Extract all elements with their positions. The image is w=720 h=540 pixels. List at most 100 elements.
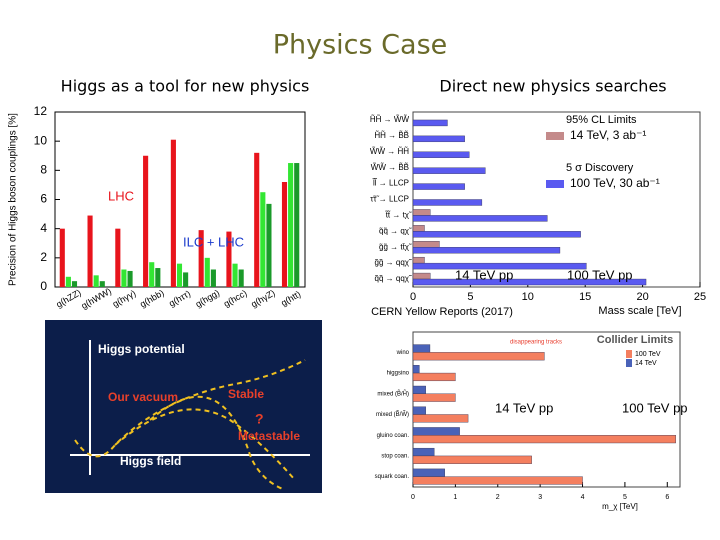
bar <box>87 215 93 287</box>
bar <box>210 269 216 287</box>
legend-label: 100 TeV, 30 ab⁻¹ <box>570 176 660 190</box>
bar <box>412 352 545 361</box>
legend-heading: 5 σ Discovery <box>566 162 634 174</box>
bar <box>121 269 127 287</box>
bar <box>170 139 176 287</box>
bar <box>149 262 155 287</box>
x-tick-label: 2 <box>496 494 500 501</box>
legend-swatch <box>546 132 564 140</box>
bar <box>412 199 483 206</box>
x-tick-label: 20 <box>636 291 648 303</box>
x-tick-label: 0 <box>411 494 415 501</box>
bar <box>412 119 448 127</box>
bar <box>412 225 425 232</box>
bar <box>412 167 486 174</box>
bar <box>412 455 532 464</box>
bar <box>412 209 431 216</box>
left-heading: Higgs as a tool for new physics <box>61 77 310 96</box>
y-tick-label: H̃H̃ → W̃W̃ <box>370 115 410 124</box>
bar <box>412 247 561 254</box>
bar <box>412 468 445 477</box>
bar <box>266 203 272 287</box>
annotation: 100 TeV pp <box>622 400 688 415</box>
question: ? <box>255 411 264 427</box>
y-tick-label: g̃g̃ → tt̄χ̃ <box>379 242 412 251</box>
x-tick-label: 25 <box>694 291 706 303</box>
bar <box>412 447 435 457</box>
x-tick-label: 6 <box>665 494 669 501</box>
y-tick-label: 4 <box>40 221 47 235</box>
axis-label: Higgs field <box>120 454 181 468</box>
y-tick-label: W̃W̃ → B̃B̃ <box>371 163 409 172</box>
bar <box>183 272 189 287</box>
bar <box>127 270 133 287</box>
legend-label: 14 TeV <box>635 360 657 367</box>
legend-label: 100 TeV <box>635 351 661 358</box>
bar <box>412 406 426 415</box>
bar <box>260 192 266 287</box>
bar <box>204 257 210 287</box>
bar <box>412 183 465 190</box>
bar <box>288 163 294 287</box>
x-tick-label: 5 <box>467 291 473 303</box>
bar <box>155 268 161 287</box>
annotation: 14 TeV pp <box>455 267 513 282</box>
x-tick-label: g(hZZ) <box>54 287 82 309</box>
x-tick-label: g(hbb) <box>138 288 166 310</box>
bar <box>198 230 204 287</box>
vacuum-label: Our vacuum <box>108 390 178 404</box>
bar <box>412 262 587 270</box>
metastable-label: Metastable <box>238 429 300 443</box>
y-tick-label: g̃g̃ → qqχ̃ <box>374 258 412 267</box>
y-tick-label: stop coan. <box>381 454 409 460</box>
legend-swatch <box>626 350 632 358</box>
x-tick-label: g(hγγ) <box>111 288 138 309</box>
legend-label: 14 TeV, 3 ab⁻¹ <box>570 128 646 142</box>
bar <box>412 272 431 280</box>
stable-curve <box>74 359 306 458</box>
bar <box>412 435 676 444</box>
y-tick-label: t̃t̃ → tχ̃ <box>384 211 412 220</box>
bar <box>294 163 300 287</box>
x-tick-label: g(htt) <box>279 289 302 308</box>
bar <box>412 427 460 436</box>
bar <box>238 269 244 287</box>
bar <box>412 215 548 222</box>
y-tick-label: higgsino <box>387 371 410 377</box>
bar <box>65 276 71 287</box>
legend-swatch <box>626 359 632 367</box>
bar <box>93 275 99 287</box>
y-tick-label: q̃q̃ → qqχ̃ <box>374 274 412 283</box>
annotation: 100 TeV pp <box>567 267 633 282</box>
x-axis-label: Mass scale [TeV] <box>598 305 681 317</box>
y-tick-label: τ̃τ̃ → LLCP <box>370 195 409 204</box>
y-tick-label: wino <box>396 350 410 356</box>
potential-diagram: Higgs potential Our vacuum Stable ? Meta… <box>45 320 322 493</box>
legend-heading: 95% CL Limits <box>566 114 637 126</box>
slide-title: Physics Case <box>273 30 448 61</box>
metastable-curve <box>114 408 296 481</box>
bar <box>254 152 260 287</box>
diagram-bg <box>45 320 322 493</box>
source: CERN Yellow Reports (2017) <box>371 306 513 318</box>
annotation: disappearing tracks <box>510 340 562 346</box>
right-heading: Direct new physics searches <box>439 77 666 96</box>
x-tick-label: g(hcc) <box>222 288 249 309</box>
bar <box>59 228 65 287</box>
y-tick-label: 8 <box>40 163 47 177</box>
bar <box>412 278 647 286</box>
bar <box>99 281 105 287</box>
bar <box>412 256 425 264</box>
y-tick-label: 12 <box>34 104 48 118</box>
bar <box>176 263 183 287</box>
bar <box>412 365 420 374</box>
y-tick-label: q̃q̃ → qχ̃ <box>379 226 412 235</box>
y-tick-label: 0 <box>40 279 47 293</box>
bar <box>412 344 431 353</box>
y-tick-label: mixed (B̃/W̃) <box>376 411 409 418</box>
x-tick-label: 4 <box>581 494 585 501</box>
y-tick-label: H̃H̃ → B̃B̃ <box>374 131 409 140</box>
stable-label: Stable <box>228 387 264 401</box>
bar <box>143 155 149 287</box>
x-tick-label: g(hττ) <box>167 288 192 308</box>
